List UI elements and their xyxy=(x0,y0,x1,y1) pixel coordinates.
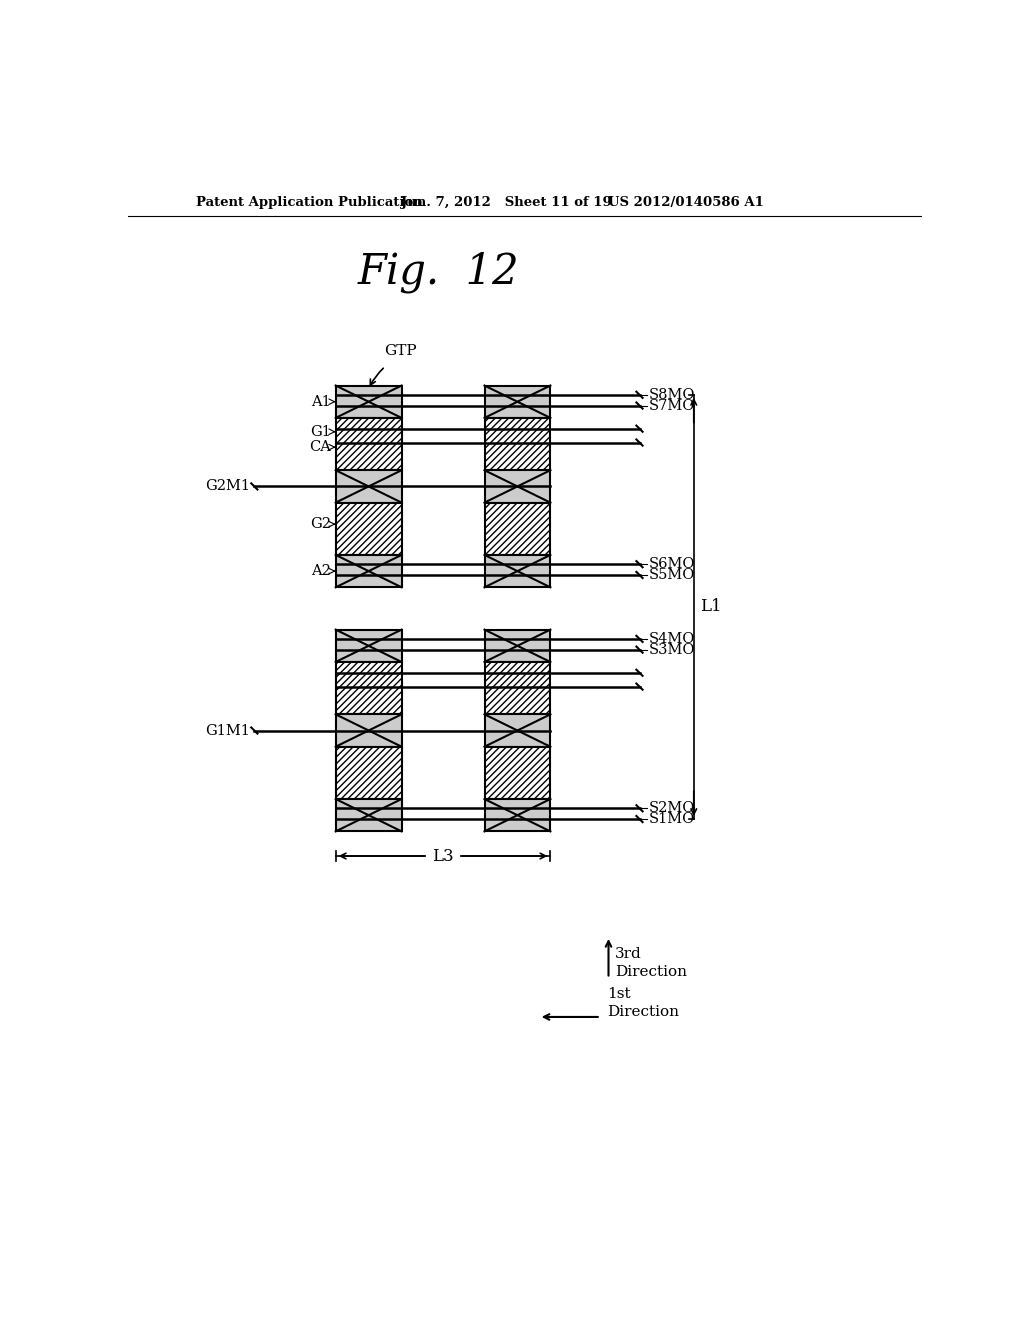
Text: S8MO: S8MO xyxy=(649,388,695,401)
Text: S2MO: S2MO xyxy=(649,801,695,816)
Text: A2: A2 xyxy=(311,564,331,578)
Bar xyxy=(484,554,550,587)
Bar xyxy=(336,385,401,418)
Bar xyxy=(336,470,401,503)
Text: S5MO: S5MO xyxy=(649,568,695,582)
Text: S7MO: S7MO xyxy=(649,399,695,413)
Bar xyxy=(336,714,401,747)
Bar xyxy=(484,714,550,747)
Bar xyxy=(484,747,550,799)
Text: GTP: GTP xyxy=(384,345,417,358)
Bar xyxy=(484,470,550,503)
Bar xyxy=(336,799,401,832)
Bar xyxy=(336,503,401,554)
Bar xyxy=(336,663,401,714)
Text: Jun. 7, 2012   Sheet 11 of 19: Jun. 7, 2012 Sheet 11 of 19 xyxy=(400,195,611,209)
Text: S1MO: S1MO xyxy=(649,812,695,826)
Text: A1: A1 xyxy=(311,395,331,409)
Text: CA: CA xyxy=(309,440,331,454)
Text: US 2012/0140586 A1: US 2012/0140586 A1 xyxy=(608,195,764,209)
Bar xyxy=(484,663,550,714)
Text: L1: L1 xyxy=(700,598,722,615)
Text: G1M1: G1M1 xyxy=(206,723,251,738)
Text: S3MO: S3MO xyxy=(649,643,695,656)
Text: S4MO: S4MO xyxy=(649,632,695,645)
Text: 3rd
Direction: 3rd Direction xyxy=(614,948,687,978)
Bar xyxy=(484,630,550,663)
Text: Patent Application Publication: Patent Application Publication xyxy=(197,195,423,209)
Text: L3: L3 xyxy=(432,847,454,865)
Text: G2M1: G2M1 xyxy=(206,479,251,494)
Text: Fig.  12: Fig. 12 xyxy=(357,251,519,293)
Bar xyxy=(336,554,401,587)
Bar xyxy=(484,385,550,418)
Text: S6MO: S6MO xyxy=(649,557,695,572)
Bar xyxy=(484,799,550,832)
Text: G1: G1 xyxy=(310,425,331,438)
Text: G2: G2 xyxy=(310,517,331,531)
Bar xyxy=(336,747,401,799)
Bar xyxy=(336,418,401,470)
Bar xyxy=(336,630,401,663)
Text: 1st
Direction: 1st Direction xyxy=(607,987,679,1019)
Bar xyxy=(484,418,550,470)
Bar xyxy=(484,503,550,554)
